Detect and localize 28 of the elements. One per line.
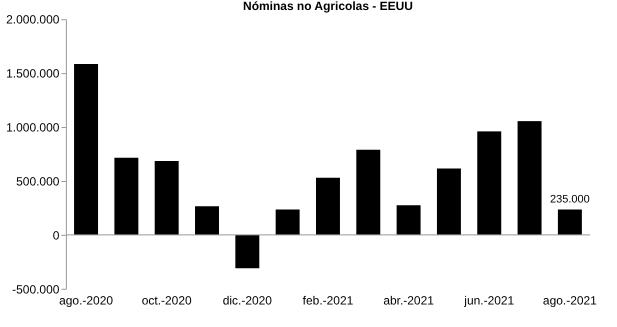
bar [477,131,502,235]
y-tick-label: 1.500.000 [6,66,60,81]
x-tick-label: dic.-2020 [222,293,272,308]
bar [316,178,340,235]
x-tick-label: oct.-2020 [142,293,192,308]
bar [276,210,300,235]
bar [558,210,582,235]
y-tick-label: 1.000.000 [6,120,60,135]
bar [436,168,461,235]
data-label: 235.000 [550,194,590,206]
chart-title: Nóminas no Agricolas - EEUU [243,0,413,14]
bar [114,158,138,235]
bar [74,64,98,235]
y-tick-label: 2.000.000 [6,12,60,27]
bar [518,121,542,235]
x-tick-label: abr.-2021 [383,293,434,308]
bar [235,234,260,268]
x-tick-label: ago.-2021 [542,293,598,308]
bar [396,205,421,235]
y-tick-label: 0 [52,228,60,242]
x-tick-label: jun.-2021 [463,293,515,308]
bar [154,161,179,235]
x-tick-label: feb.-2021 [302,293,354,308]
x-tick-label: ago.-2020 [59,293,114,308]
bar [195,206,219,235]
bar [356,150,380,235]
y-tick-label: 500.000 [16,174,60,188]
y-tick-label: -500.000 [12,282,60,296]
